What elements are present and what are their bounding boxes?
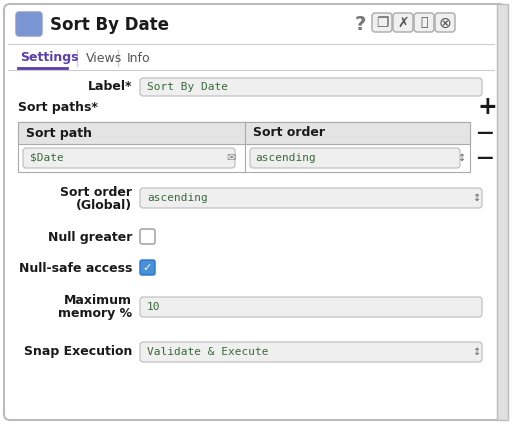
FancyBboxPatch shape (414, 13, 434, 32)
FancyBboxPatch shape (393, 13, 413, 32)
FancyBboxPatch shape (372, 13, 392, 32)
Text: Sort order: Sort order (253, 126, 325, 139)
Bar (18, 122, 470, 172)
FancyBboxPatch shape (16, 12, 42, 36)
Text: ↕: ↕ (473, 193, 481, 203)
Text: —: — (476, 149, 493, 167)
FancyBboxPatch shape (140, 78, 482, 96)
Text: ascending: ascending (255, 153, 316, 163)
Text: Sort By Date: Sort By Date (50, 16, 169, 34)
FancyBboxPatch shape (140, 297, 482, 317)
Text: (Global): (Global) (76, 198, 132, 212)
Text: 10: 10 (147, 302, 160, 312)
Text: Null-safe access: Null-safe access (18, 262, 132, 274)
Text: ↕: ↕ (473, 347, 481, 357)
Text: ↕: ↕ (458, 153, 466, 163)
Text: Label*: Label* (88, 80, 132, 92)
Text: Info: Info (127, 51, 151, 64)
Text: Sort order: Sort order (60, 186, 132, 198)
Text: +: + (477, 95, 497, 119)
FancyBboxPatch shape (250, 148, 460, 168)
Text: Null greater: Null greater (48, 231, 132, 243)
Text: Snap Execution: Snap Execution (24, 346, 132, 359)
Text: Sort path: Sort path (26, 126, 92, 139)
Bar (18, 122, 470, 144)
Text: memory %: memory % (58, 307, 132, 321)
Text: Validate & Execute: Validate & Execute (147, 347, 268, 357)
FancyBboxPatch shape (23, 148, 235, 168)
FancyBboxPatch shape (435, 13, 455, 32)
Text: ✉: ✉ (226, 153, 236, 163)
FancyBboxPatch shape (140, 188, 482, 208)
Text: ?: ? (354, 14, 366, 33)
FancyBboxPatch shape (140, 229, 155, 244)
Text: Settings: Settings (20, 51, 78, 64)
Text: Views: Views (86, 51, 122, 64)
Text: ⊗: ⊗ (439, 16, 452, 31)
Text: —: — (476, 124, 493, 142)
Text: ✓: ✓ (143, 263, 152, 273)
FancyBboxPatch shape (140, 260, 155, 275)
FancyBboxPatch shape (140, 342, 482, 362)
Text: ✗: ✗ (397, 16, 409, 30)
Text: Sort paths*: Sort paths* (18, 101, 98, 114)
Text: $Date: $Date (30, 153, 64, 163)
FancyBboxPatch shape (4, 4, 505, 420)
Text: Maximum: Maximum (64, 293, 132, 307)
Text: Sort By Date: Sort By Date (147, 82, 228, 92)
Text: ❐: ❐ (376, 16, 388, 30)
Text: ascending: ascending (147, 193, 208, 203)
Text: ⎙: ⎙ (420, 17, 428, 30)
Bar (497, 4, 508, 420)
